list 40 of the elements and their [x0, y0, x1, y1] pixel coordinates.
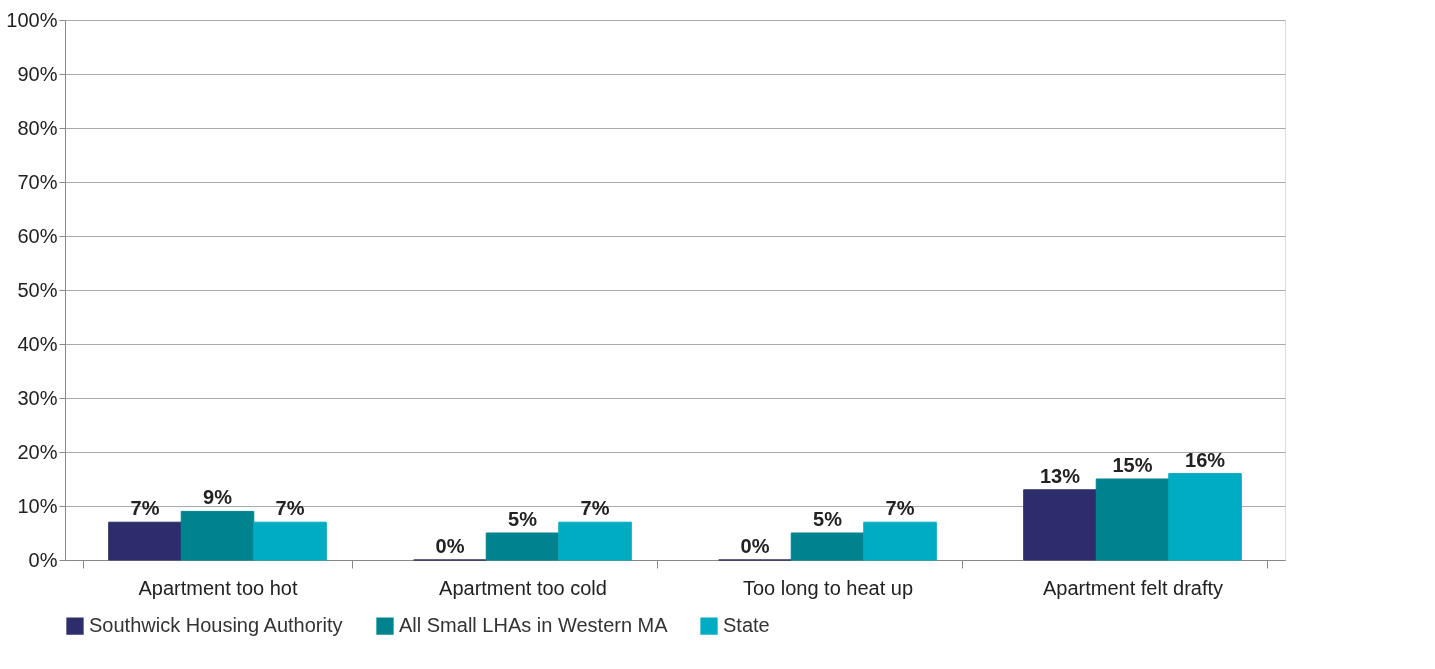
data-label: 7%: [130, 497, 160, 520]
y-tick-label: 70%: [17, 170, 58, 193]
bar: [485, 532, 560, 561]
data-label: 5%: [813, 508, 843, 530]
bar: [108, 521, 182, 561]
data-label: 7%: [275, 497, 305, 520]
bar: [1168, 473, 1242, 561]
legend-label: All Small LHAs in Western MA: [399, 614, 669, 637]
x-tick-label: Apartment felt drafty: [1042, 576, 1224, 599]
bar: [1023, 489, 1097, 561]
data-label: 0%: [435, 535, 465, 557]
y-tick-label: 0%: [28, 548, 58, 571]
data-label: 13%: [1039, 464, 1081, 487]
x-tick-label: Apartment too hot: [138, 576, 298, 599]
data-label: 9%: [203, 486, 233, 509]
data-label: 7%: [885, 497, 915, 520]
x-tick-label: Apartment too cold: [439, 576, 607, 599]
bar: [790, 532, 865, 561]
x-tick-label: Too long to heat up: [742, 576, 914, 599]
y-tick-label: 10%: [17, 494, 58, 517]
data-label: 0%: [740, 535, 770, 557]
bar: [180, 510, 255, 561]
y-tick-label: 100%: [6, 8, 58, 31]
bar: [1095, 478, 1170, 561]
data-label: 16%: [1185, 448, 1226, 471]
legend-label: State: [723, 614, 770, 637]
data-label: 7%: [580, 497, 610, 520]
bar: [863, 521, 937, 561]
y-tick-label: 40%: [17, 332, 58, 355]
y-tick-label: 60%: [17, 224, 58, 247]
y-tick-label: 90%: [17, 62, 58, 85]
y-tick-label: 30%: [17, 386, 58, 409]
y-tick-label: 50%: [17, 278, 58, 301]
y-tick-label: 80%: [17, 116, 58, 139]
bar: [558, 521, 632, 561]
y-tick-label: 20%: [17, 440, 58, 463]
bar: [253, 521, 327, 561]
legend-label: Southwick Housing Authority: [89, 614, 343, 637]
data-label: 15%: [1112, 454, 1153, 476]
data-label: 5%: [508, 508, 538, 530]
